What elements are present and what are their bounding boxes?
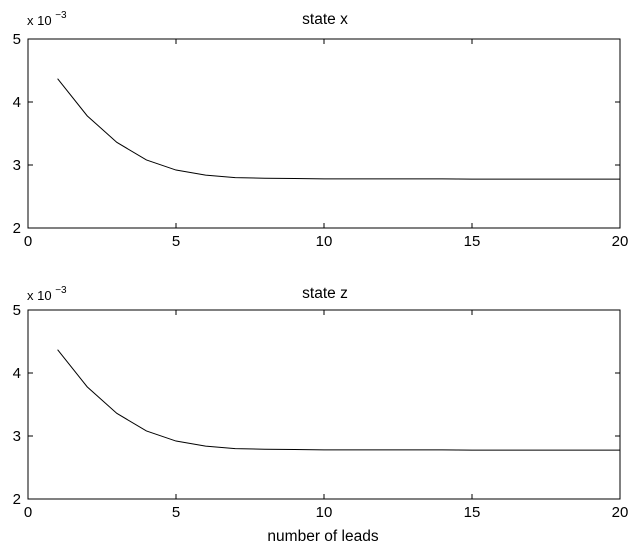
- chart-title: state z: [302, 285, 348, 302]
- x-tick-label: 10: [316, 233, 333, 250]
- y-tick-label: 5: [13, 31, 21, 48]
- x-tick-label: 15: [464, 233, 481, 250]
- y-tick-label: 3: [13, 428, 21, 445]
- subplot-state-z: state z x 10 −3 0 5 10 15 20 2 3 4 5 number of l…: [13, 285, 629, 545]
- y-multiplier-exponent: −3: [55, 10, 67, 21]
- y-tick-label: 3: [13, 157, 21, 174]
- y-multiplier-base: x 10: [27, 13, 52, 28]
- x-tick-label: 5: [172, 233, 180, 250]
- y-tick-label: 4: [13, 94, 21, 111]
- x-tick-label: 0: [24, 233, 32, 250]
- axes-layer: 0 5 10 15 20 2 3 4 5: [13, 31, 629, 250]
- x-tick-label: 0: [24, 504, 32, 521]
- chart-title: state x: [302, 11, 348, 28]
- y-multiplier-label: x 10 −3: [27, 10, 67, 28]
- x-tick-label: 15: [464, 504, 481, 521]
- series-line: [57, 78, 620, 180]
- y-tick-label: 2: [13, 491, 21, 508]
- subplot-state-x: state x x 10 −3 0 5 10 15 20 2 3 4 5: [13, 10, 629, 250]
- x-tick-label: 20: [612, 233, 629, 250]
- x-tick-label: 10: [316, 504, 333, 521]
- axes-layer: 0 5 10 15 20 2 3 4 5: [13, 302, 629, 521]
- y-multiplier-exponent: −3: [55, 285, 67, 296]
- y-tick-label: 5: [13, 302, 21, 319]
- y-multiplier-base: x 10: [27, 288, 52, 303]
- y-tick-label: 4: [13, 365, 21, 382]
- y-multiplier-label: x 10 −3: [27, 285, 67, 303]
- y-tick-label: 2: [13, 220, 21, 237]
- series-line: [57, 349, 620, 451]
- x-tick-label: 20: [612, 504, 629, 521]
- x-tick-label: 5: [172, 504, 180, 521]
- x-axis-label: number of leads: [267, 528, 378, 545]
